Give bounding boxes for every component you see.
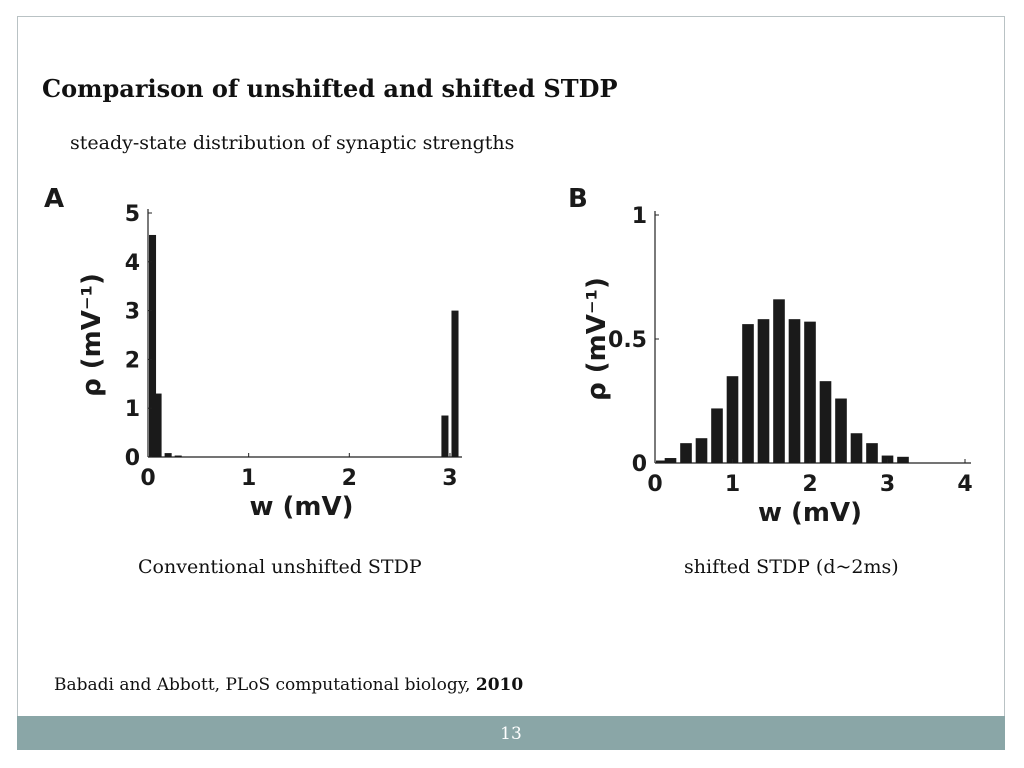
y-tick-label: 5: [125, 202, 140, 227]
x-tick-label: 1: [725, 472, 740, 497]
y-axis-label: ρ (mV⁻¹): [582, 277, 612, 401]
slide-frame: [17, 16, 1005, 750]
histogram-bar: [680, 443, 692, 463]
slide-subtitle: steady-state distribution of synaptic st…: [70, 132, 515, 154]
y-tick-label: 0: [632, 452, 647, 477]
histogram-bar: [154, 393, 162, 457]
y-tick-label: 0.5: [608, 328, 647, 353]
x-tick-label: 0: [140, 466, 155, 491]
histogram-bar: [866, 443, 878, 463]
histogram-bar: [656, 460, 668, 463]
histogram-bar: [788, 319, 801, 463]
histogram-bar: [441, 415, 449, 457]
histogram-bar: [149, 234, 157, 457]
histogram-bar: [174, 455, 182, 457]
y-tick-label: 3: [125, 300, 140, 325]
x-tick-label: 3: [880, 472, 895, 497]
histogram-bar: [757, 319, 770, 463]
histogram-bar: [773, 299, 785, 463]
citation-year: 2010: [475, 675, 524, 695]
footer-bar: 13: [17, 716, 1005, 750]
histogram-bar: [804, 321, 816, 463]
page-number: 13: [500, 724, 522, 744]
caption-conventional-stdp: Conventional unshifted STDP: [138, 556, 422, 578]
x-tick-label: 3: [442, 466, 457, 491]
x-tick-label: 2: [802, 472, 817, 497]
histogram-bar: [742, 324, 754, 463]
histogram-bar: [711, 408, 723, 463]
slide-title: Comparison of unshifted and shifted STDP: [42, 74, 618, 103]
histogram-bar: [451, 310, 459, 457]
panel-label-a: A: [44, 184, 65, 214]
histogram-bar: [850, 433, 863, 463]
histogram-bar: [664, 458, 677, 463]
histogram-bar: [819, 381, 832, 463]
histogram-bar: [897, 456, 909, 463]
caption-shifted-stdp: shifted STDP (d~2ms): [684, 556, 899, 578]
y-tick-label: 2: [125, 348, 140, 373]
x-tick-label: 2: [342, 466, 357, 491]
y-tick-label: 4: [125, 251, 140, 276]
y-axis-label: ρ (mV⁻¹): [77, 273, 107, 397]
x-axis-label: w (mV): [249, 492, 353, 522]
citation-text: Babadi and Abbott, PLoS computational bi…: [54, 675, 476, 695]
histogram-bar: [164, 453, 172, 457]
histogram-bar: [726, 376, 739, 463]
y-tick-label: 0: [125, 446, 140, 471]
histogram-chart-a: 0 1 2 3 0 1 2 3 4 5 w (mV) ρ (mV⁻¹): [77, 202, 462, 522]
histogram-bar: [695, 438, 708, 463]
x-tick-label: 0: [647, 472, 662, 497]
histogram-chart-b: 0 1 2 3 4 0 0.5 1 w (mV) ρ (mV⁻¹): [582, 204, 973, 528]
citation: Babadi and Abbott, PLoS computational bi…: [54, 675, 523, 695]
histogram-bar: [835, 398, 847, 463]
x-tick-label: 1: [241, 466, 256, 491]
panel-label-b: B: [568, 184, 588, 214]
x-axis-label: w (mV): [758, 498, 862, 528]
y-tick-label: 1: [125, 397, 140, 422]
y-tick-label: 1: [632, 204, 647, 229]
x-tick-label: 4: [957, 472, 972, 497]
